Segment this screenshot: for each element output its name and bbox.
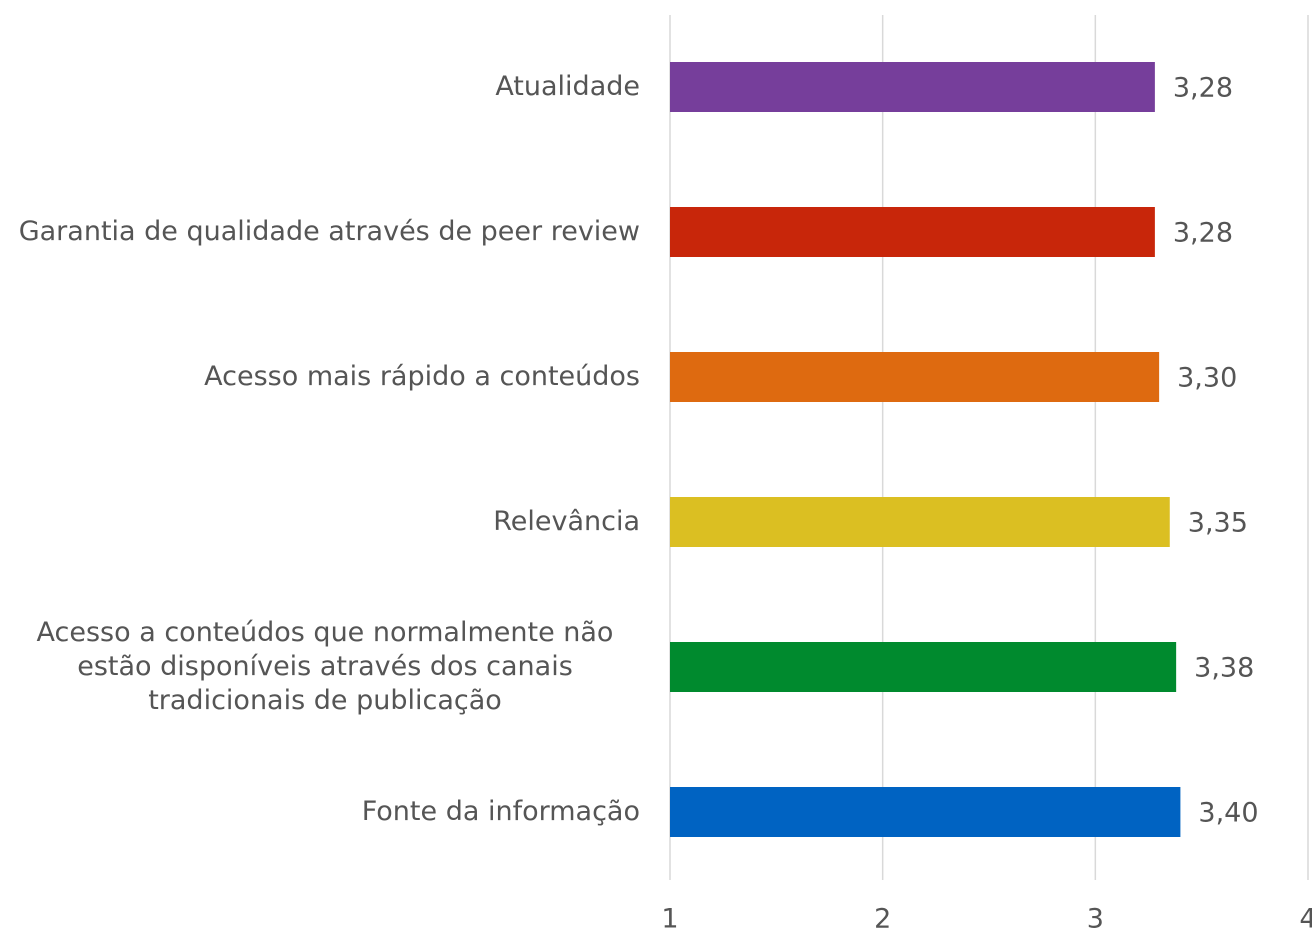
bar <box>670 62 1155 112</box>
y-tick-label: Acesso a conteúdos que normalmente não e… <box>36 617 614 716</box>
data-label: 3,35 <box>1188 508 1248 539</box>
x-tick-label: 1 <box>661 904 678 933</box>
bar <box>670 787 1181 837</box>
y-tick-label: Relevância <box>493 506 640 537</box>
bar <box>670 207 1155 257</box>
bar <box>670 642 1177 692</box>
data-label: 3,40 <box>1198 798 1258 829</box>
x-tick-label: 4 <box>1299 904 1312 933</box>
data-label: 3,28 <box>1173 73 1233 104</box>
bar <box>670 352 1160 402</box>
data-label: 3,28 <box>1173 218 1233 249</box>
data-label: 3,38 <box>1194 653 1254 684</box>
x-tick-label: 2 <box>874 904 891 933</box>
y-tick-label: Fonte da informação <box>361 796 640 827</box>
y-tick-label: Atualidade <box>495 71 640 102</box>
x-tick-label: 3 <box>1087 904 1104 933</box>
bar <box>670 497 1170 547</box>
y-tick-label: Acesso mais rápido a conteúdos <box>204 361 640 392</box>
data-label: 3,30 <box>1177 363 1237 394</box>
y-tick-label: Garantia de qualidade através de peer re… <box>18 216 640 247</box>
